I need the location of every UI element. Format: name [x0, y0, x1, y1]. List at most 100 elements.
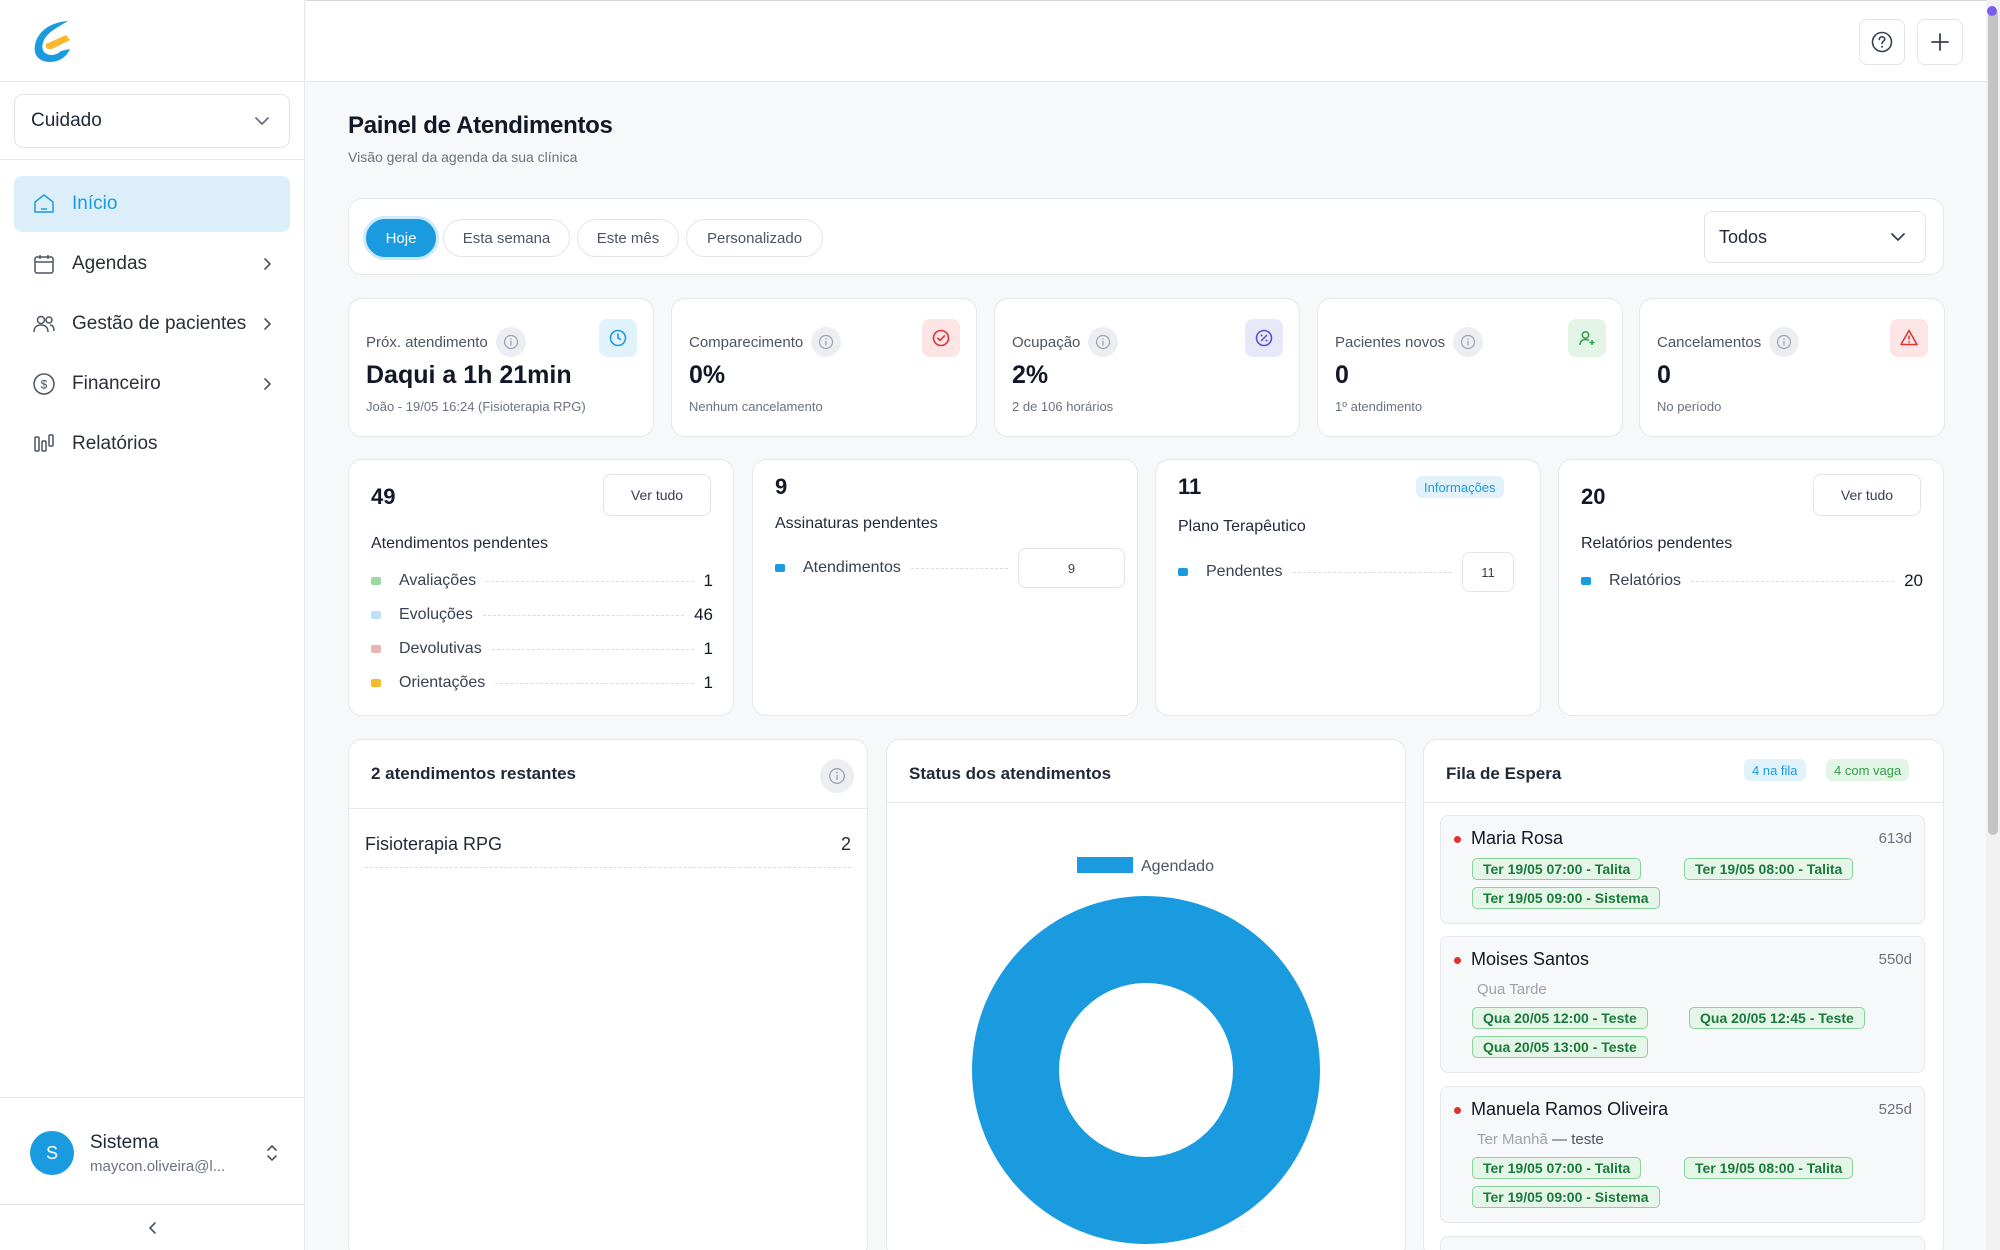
chevron-right-icon: [264, 258, 272, 270]
waitlist-item[interactable]: Moises Santos 550d Qua Tarde Qua 20/05 1…: [1440, 936, 1925, 1073]
calendar-icon: [32, 252, 56, 276]
table-row[interactable]: Fisioterapia RPG 2: [365, 822, 851, 868]
chevron-down-icon: [255, 117, 269, 126]
pending-plano-terapeutico-card: 11 Informações Plano Terapêutico Pendent…: [1155, 459, 1541, 716]
filter-chip-personalizado[interactable]: Personalizado: [686, 219, 823, 257]
row-label: Avaliações: [399, 572, 477, 589]
available-slot[interactable]: Ter 19/05 09:00 - Sistema: [1472, 887, 1660, 909]
available-slot[interactable]: Ter 19/05 08:00 - Talita: [1684, 1157, 1854, 1179]
available-slot[interactable]: Ter 19/05 08:00 - Talita: [1684, 858, 1854, 880]
workspace-select[interactable]: Cuidado: [14, 94, 290, 148]
sidebar-item-relatorios[interactable]: Relatórios: [14, 416, 290, 472]
pending-relatorios-card: 20 Ver tudo Relatórios pendentes Relatór…: [1558, 459, 1944, 716]
kpi-label-row: Comparecimento: [689, 327, 842, 357]
available-slot[interactable]: Qua 20/05 12:00 - Teste: [1472, 1007, 1648, 1029]
status-dot: [1454, 1107, 1461, 1114]
info-badge[interactable]: Informações: [1416, 476, 1504, 498]
legend-swatch: [1178, 568, 1188, 576]
sidebar-item-inicio[interactable]: Início: [14, 176, 290, 232]
kpi-subtext: 2 de 106 horários: [1012, 399, 1114, 414]
filter-chip-este-mes[interactable]: Este mês: [577, 219, 679, 257]
select-value: Todos: [1719, 226, 1768, 247]
info-icon[interactable]: [811, 327, 842, 357]
legend-swatch: [1581, 577, 1591, 585]
row-value: 11: [1462, 552, 1514, 592]
sidebar-item-agendas[interactable]: Agendas: [14, 236, 290, 292]
available-slot[interactable]: Qua 20/05 13:00 - Teste: [1472, 1036, 1648, 1058]
available-slot[interactable]: Ter 19/05 07:00 - Talita: [1472, 858, 1642, 880]
list-item[interactable]: Devolutivas 1: [371, 638, 713, 660]
patient-name: Manuela Ramos Oliveira: [1471, 1099, 1669, 1119]
user-menu[interactable]: S Sistema maycon.oliveira@l...: [30, 1128, 280, 1178]
list-item[interactable]: Orientações 1: [371, 672, 713, 694]
status-dot: [1454, 836, 1461, 843]
kpi-label: Próx. atendimento: [366, 333, 488, 351]
filter-chip-esta-semana[interactable]: Esta semana: [443, 219, 570, 257]
info-icon[interactable]: [1453, 327, 1484, 357]
pending-assinaturas-card: 9 Assinaturas pendentes Atendimentos 9: [752, 459, 1138, 716]
available-slot[interactable]: Ter 19/05 07:00 - Talita: [1472, 1157, 1642, 1179]
info-icon[interactable]: [1088, 327, 1119, 357]
row-value: 1: [703, 639, 713, 658]
filter-chip-hoje[interactable]: Hoje: [366, 219, 436, 257]
scrollbar[interactable]: [1986, 0, 2000, 1250]
row-label: Fisioterapia RPG: [365, 834, 503, 854]
legend-label: Agendado: [1141, 858, 1214, 875]
preference-note: — teste: [1552, 1131, 1604, 1148]
kpi-subtext: Nenhum cancelamento: [689, 399, 823, 414]
user-info: Sistema maycon.oliveira@l...: [90, 1132, 264, 1175]
row-label: Atendimentos: [803, 559, 901, 576]
available-slot[interactable]: Qua 20/05 12:45 - Teste: [1689, 1007, 1865, 1029]
professional-filter-select[interactable]: Todos: [1704, 211, 1926, 263]
dashed-leader: [1691, 580, 1895, 582]
row-value: 1: [703, 571, 713, 590]
info-icon[interactable]: [1769, 327, 1800, 357]
list-item[interactable]: Avaliações 1: [371, 570, 713, 592]
help-button[interactable]: [1859, 19, 1905, 65]
dashed-leader: [486, 580, 694, 582]
queue-count-badge: 4 na fila: [1744, 759, 1806, 781]
collapse-sidebar-icon[interactable]: [143, 1218, 163, 1238]
view-all-button[interactable]: Ver tudo: [1813, 474, 1921, 516]
app-logo[interactable]: [30, 18, 74, 64]
help-circle-icon: [1871, 31, 1893, 53]
plus-icon: [1931, 33, 1949, 51]
sidebar-item-financeiro[interactable]: $ Financeiro: [14, 356, 290, 412]
legend-swatch: [775, 564, 785, 572]
pending-count: 20: [1581, 484, 1606, 509]
waitlist-item[interactable]: Maria Rosa 613d Ter 19/05 07:00 - Talita…: [1440, 815, 1925, 924]
list-item[interactable]: Evoluções 46: [371, 604, 713, 626]
donut-slice-agendado[interactable]: [972, 896, 1320, 1244]
dashed-leader: [910, 567, 1008, 569]
users-icon: [32, 312, 56, 336]
kpi-subtext: No período: [1657, 399, 1722, 414]
sidebar-item-label: Relatórios: [72, 433, 158, 454]
kpi-label-row: Cancelamentos: [1657, 327, 1800, 357]
waitlist-item[interactable]: Manuela Ramos Oliveira 525d Ter Manhã — …: [1440, 1086, 1925, 1223]
card-title: Fila de Espera: [1446, 764, 1562, 783]
sidebar-item-gestao-pacientes[interactable]: Gestão de pacientes: [14, 296, 290, 352]
row-value: 20: [1904, 571, 1923, 590]
pending-title: Atendimentos pendentes: [371, 535, 549, 552]
kpi-label: Pacientes novos: [1335, 333, 1446, 351]
info-icon[interactable]: [495, 327, 526, 357]
info-icon[interactable]: [820, 759, 854, 793]
available-slot[interactable]: Ter 19/05 09:00 - Sistema: [1472, 1186, 1660, 1208]
kpi-value: Daqui a 1h 21min: [366, 361, 572, 389]
card-title: 2 atendimentos restantes: [371, 764, 577, 783]
add-button[interactable]: [1917, 19, 1963, 65]
waitlist-item[interactable]: [1440, 1236, 1925, 1250]
divider: [0, 159, 305, 160]
list-item[interactable]: Pendentes 11: [1178, 552, 1514, 592]
scrollbar-thumb[interactable]: [1988, 10, 1998, 835]
row-label: Pendentes: [1206, 563, 1283, 580]
period-filter-bar: Hoje Esta semana Este mês Personalizado …: [348, 198, 1944, 275]
list-item[interactable]: Atendimentos 9: [775, 548, 1125, 588]
vacancy-count-badge: 4 com vaga: [1826, 759, 1910, 781]
alert-triangle-icon: [1890, 319, 1928, 357]
pending-count: 9: [775, 474, 788, 499]
list-item[interactable]: Relatórios 20: [1581, 570, 1923, 592]
view-all-button[interactable]: Ver tudo: [603, 474, 711, 516]
legend-swatch[interactable]: [1077, 857, 1133, 873]
chevron-right-icon: [264, 378, 272, 390]
